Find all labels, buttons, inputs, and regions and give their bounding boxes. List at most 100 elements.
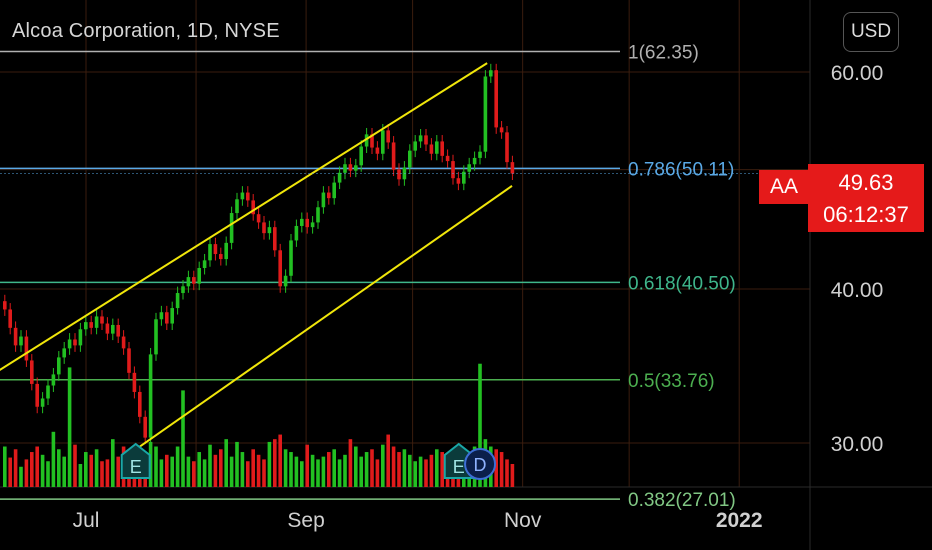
candle-body (283, 275, 288, 287)
price-axis-tick: 40.00 (831, 279, 884, 302)
volume-bar (208, 444, 212, 487)
volume-bar (256, 454, 261, 487)
candle-body (343, 164, 347, 173)
candle-body (197, 268, 201, 284)
volume-bar (262, 459, 266, 487)
candle-body (262, 222, 266, 234)
volume-bar (273, 439, 277, 487)
candle-body (186, 277, 191, 287)
symbol-label: AA (759, 170, 809, 204)
volume-bar (354, 446, 358, 487)
channel-lower-line (131, 185, 513, 453)
volume-bar (159, 459, 164, 487)
earnings-event-label: E (453, 457, 465, 477)
volume-bar (294, 456, 299, 487)
volume-bar (111, 439, 115, 487)
candle-body (13, 327, 18, 346)
candle-body (24, 336, 29, 361)
volume-bar (332, 449, 336, 487)
candle-body (89, 322, 93, 328)
volume-bar (46, 461, 50, 487)
candle-body (370, 134, 374, 148)
volume-bar (219, 449, 223, 487)
candle-body (337, 172, 342, 183)
candle-body (451, 161, 455, 179)
candle-body (3, 301, 7, 310)
volume-bar (278, 434, 282, 487)
candle-body (499, 127, 504, 133)
currency-button[interactable]: USD (843, 12, 899, 52)
candle-body (246, 192, 250, 201)
candle-body (424, 135, 428, 145)
price-axis-tick: 60.00 (831, 62, 884, 85)
volume-bar (386, 434, 390, 487)
volume-bar (89, 454, 93, 487)
candle-body (100, 316, 104, 324)
volume-bar (57, 449, 61, 487)
candle-body (224, 242, 228, 260)
candle-body (111, 324, 115, 334)
candle-body (116, 324, 120, 337)
volume-bar (24, 459, 29, 487)
candle-body (181, 286, 185, 294)
fib-level-label: 0.618(40.50) (628, 273, 736, 294)
volume-bar (370, 449, 374, 487)
candle-body (19, 336, 23, 346)
volume-bar (40, 454, 45, 487)
candle-body (40, 398, 45, 407)
candle-body (229, 213, 234, 243)
candle-body (359, 146, 363, 166)
channel-upper-line (0, 62, 488, 371)
candle-body (67, 339, 72, 349)
candle-body (127, 348, 131, 373)
volume-bar (337, 459, 342, 487)
candle-body (219, 254, 223, 260)
candle-body (489, 70, 493, 77)
volume-bar (289, 452, 293, 487)
candle-body (35, 383, 39, 407)
volume-bar (310, 454, 315, 487)
candle-body (8, 309, 12, 328)
volume-bar (213, 454, 218, 487)
candle-body (256, 214, 261, 223)
candle-body (510, 162, 515, 174)
candle-body (478, 151, 482, 158)
volume-bar (13, 449, 18, 487)
volume-bar (499, 452, 504, 487)
volume-bar (84, 452, 88, 487)
candle-body (273, 227, 277, 251)
volume-bar (202, 459, 207, 487)
candle-body (175, 293, 180, 309)
volume-bar (62, 456, 66, 487)
volume-bar (429, 454, 434, 487)
fib-level-label: 0.786(50.11) (628, 159, 734, 180)
candle-body (235, 199, 239, 214)
volume-bar (181, 390, 185, 487)
candle-body (159, 312, 164, 320)
candle-body (30, 360, 34, 384)
volume-bar (105, 459, 110, 487)
volume-bar (321, 456, 326, 487)
last-price-value: 49.63 (838, 170, 894, 195)
volume-bar (408, 454, 412, 487)
volume-bar (51, 431, 56, 487)
volume-bar (300, 461, 304, 487)
volume-bar (435, 449, 439, 487)
volume-bar (381, 444, 385, 487)
earnings-event-label: E (130, 457, 142, 477)
volume-bar (30, 452, 34, 487)
candle-body (472, 157, 477, 165)
candle-body (57, 357, 61, 375)
candle-body (105, 323, 110, 334)
volume-bar (359, 456, 363, 487)
volume-bar (510, 464, 515, 487)
candle-body (348, 164, 353, 171)
candle-body (148, 354, 153, 438)
volume-bar (154, 446, 158, 487)
volume-bar (391, 446, 396, 487)
volume-bar (186, 456, 191, 487)
candle-body (213, 244, 218, 255)
volume-bar (240, 452, 245, 487)
volume-bar (8, 457, 12, 487)
